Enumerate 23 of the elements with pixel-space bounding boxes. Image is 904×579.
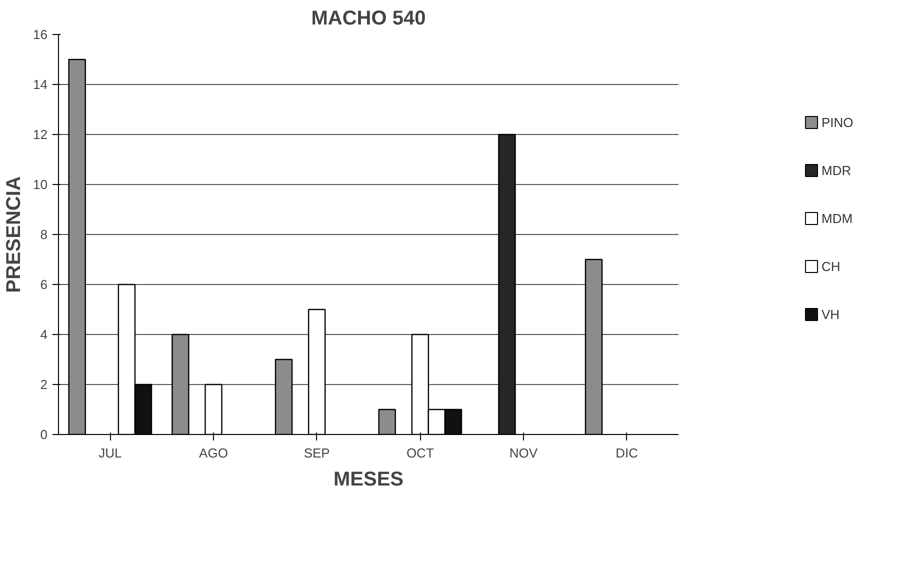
x-axis-title: MESES — [333, 468, 404, 490]
y-tick-label: 16 — [33, 27, 48, 42]
legend-label: MDR — [822, 163, 852, 178]
y-tick-label: 12 — [33, 127, 48, 142]
y-tick-label: 8 — [40, 227, 48, 242]
y-tick-label: 2 — [40, 377, 48, 392]
x-tick-label: SEP — [304, 446, 330, 460]
x-tick-label: AGO — [199, 446, 228, 460]
chart-title: MACHO 540 — [311, 8, 426, 30]
y-tick-label: 10 — [33, 177, 48, 192]
legend-label: VH — [822, 307, 840, 322]
legend-label: PINO — [822, 115, 854, 130]
legend-label: CH — [822, 259, 840, 274]
legend-label: MDM — [822, 211, 853, 226]
x-tick-label: JUL — [98, 446, 122, 460]
y-tick-label: 0 — [40, 427, 48, 442]
y-tick-label: 4 — [40, 327, 48, 342]
y-tick-label: 14 — [33, 77, 48, 92]
x-tick-label: NOV — [509, 446, 538, 460]
x-tick-label: DIC — [616, 446, 638, 460]
x-tick-label: OCT — [406, 446, 434, 460]
y-tick-label: 6 — [40, 277, 48, 292]
y-axis-title: PRESENCIA — [3, 176, 26, 293]
